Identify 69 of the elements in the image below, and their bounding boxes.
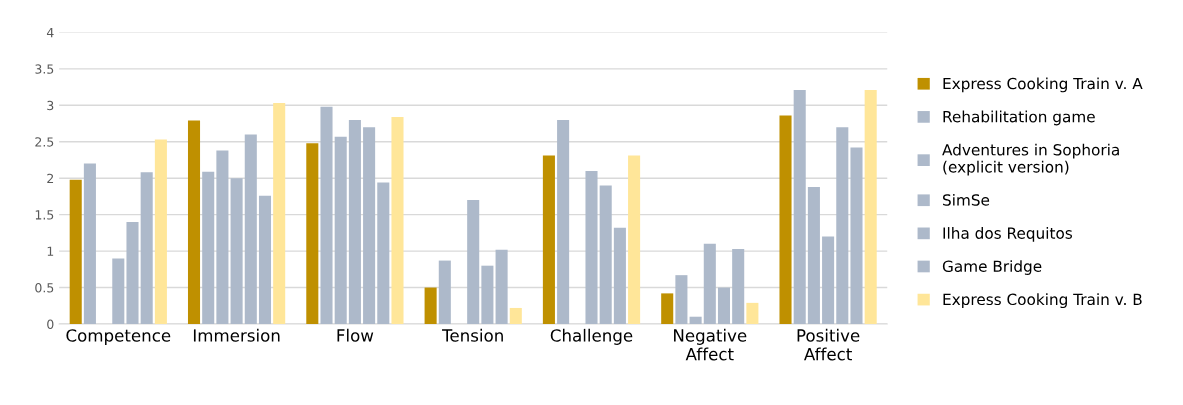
x-tick-label: Competence xyxy=(66,329,171,345)
bar xyxy=(717,287,731,324)
bar xyxy=(836,127,849,324)
bar xyxy=(363,127,376,324)
bar xyxy=(258,195,272,324)
bar xyxy=(732,248,745,324)
x-tick-label: Challenge xyxy=(550,328,633,345)
legend-label: Adventures in Sophoria (explicit version) xyxy=(942,143,1119,176)
bar xyxy=(467,200,480,324)
bar xyxy=(807,186,820,324)
bar xyxy=(438,260,451,324)
bar xyxy=(779,115,792,324)
bar xyxy=(703,243,716,324)
bar xyxy=(585,170,598,324)
legend-label: Ilha dos Requitos xyxy=(943,227,1073,242)
y-tick-label: 3 xyxy=(47,100,54,111)
bar xyxy=(202,171,215,324)
x-tick-label: Tension xyxy=(442,328,503,342)
y-tick-label: 2.5 xyxy=(35,137,54,147)
bar xyxy=(613,227,626,324)
legend-label: Game Bridge xyxy=(942,260,1042,275)
bar xyxy=(557,119,570,324)
bar xyxy=(628,155,641,324)
bar xyxy=(509,307,522,324)
y-tick-label: 2 xyxy=(47,173,54,183)
bar xyxy=(69,179,82,324)
legend-label: SimSe xyxy=(943,193,990,206)
bar xyxy=(661,293,674,324)
x-tick-label: Immersion xyxy=(193,328,280,342)
x-tick-label: Positive Affect xyxy=(797,328,860,361)
y-tick-label: 0.5 xyxy=(35,283,54,293)
bar xyxy=(746,302,759,324)
y-tick-label: 3.5 xyxy=(35,64,54,74)
x-tick-label: Negative Affect xyxy=(674,328,747,361)
y-tick-label: 0 xyxy=(47,319,54,329)
bar xyxy=(244,134,257,324)
legend-label: Express Cooking Train v. A xyxy=(943,77,1143,93)
bar xyxy=(689,316,702,324)
bar xyxy=(793,89,806,324)
bar xyxy=(424,287,437,324)
bar xyxy=(864,89,877,324)
bar xyxy=(154,139,167,324)
bar xyxy=(377,182,390,324)
bar xyxy=(495,249,508,324)
y-tick-label: 4 xyxy=(46,28,54,38)
bar xyxy=(320,106,333,324)
bar xyxy=(216,150,229,324)
y-tick-label: 1.5 xyxy=(35,210,54,220)
bar xyxy=(850,147,863,324)
bar xyxy=(481,265,494,324)
bar xyxy=(334,136,347,324)
legend-label: Rehabilitation game xyxy=(943,110,1095,126)
bar xyxy=(822,236,835,324)
bar xyxy=(83,163,96,324)
bar xyxy=(273,103,286,324)
bar xyxy=(187,120,201,324)
bar xyxy=(599,185,612,324)
bar xyxy=(306,143,319,324)
bar xyxy=(675,275,688,324)
bar xyxy=(230,178,243,324)
bar xyxy=(391,116,404,324)
bar xyxy=(112,258,125,324)
bar xyxy=(542,155,555,324)
bar xyxy=(126,221,139,324)
y-tick-label: 1 xyxy=(47,246,54,256)
legend-label: Express Cooking Train v. B xyxy=(943,293,1142,309)
bar xyxy=(140,172,153,324)
x-tick-label: Flow xyxy=(337,328,374,342)
bar xyxy=(348,119,361,324)
